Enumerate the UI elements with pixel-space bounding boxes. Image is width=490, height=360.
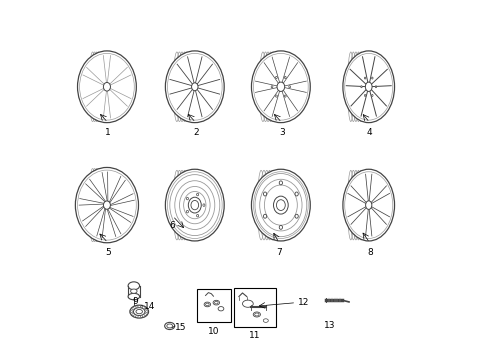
Text: 6: 6: [170, 221, 175, 230]
Ellipse shape: [166, 169, 224, 241]
Ellipse shape: [136, 306, 138, 308]
Text: 7: 7: [276, 248, 282, 257]
Ellipse shape: [361, 86, 362, 88]
Ellipse shape: [295, 192, 298, 196]
Ellipse shape: [255, 313, 259, 316]
Text: 9: 9: [133, 297, 139, 306]
Ellipse shape: [276, 200, 285, 211]
Text: 3: 3: [279, 128, 285, 137]
Ellipse shape: [191, 201, 198, 210]
Ellipse shape: [343, 169, 394, 241]
Ellipse shape: [165, 322, 175, 329]
Text: 12: 12: [298, 298, 310, 307]
Ellipse shape: [192, 83, 198, 91]
Ellipse shape: [203, 204, 205, 206]
Ellipse shape: [275, 76, 277, 78]
Ellipse shape: [132, 308, 134, 310]
Ellipse shape: [132, 314, 134, 315]
Ellipse shape: [253, 312, 260, 317]
Ellipse shape: [273, 196, 288, 214]
Ellipse shape: [186, 197, 189, 200]
Ellipse shape: [295, 214, 298, 218]
Ellipse shape: [196, 215, 198, 217]
Ellipse shape: [128, 293, 140, 300]
Ellipse shape: [103, 201, 110, 209]
Ellipse shape: [264, 214, 267, 218]
Ellipse shape: [140, 306, 143, 308]
Ellipse shape: [103, 82, 110, 91]
Text: 5: 5: [105, 248, 111, 257]
Text: 4: 4: [367, 128, 372, 137]
Ellipse shape: [131, 289, 137, 293]
Ellipse shape: [204, 302, 211, 307]
Ellipse shape: [77, 51, 136, 123]
Text: 10: 10: [208, 327, 220, 336]
Text: 14: 14: [144, 302, 155, 311]
Ellipse shape: [136, 315, 138, 317]
Ellipse shape: [133, 308, 145, 316]
Text: 2: 2: [193, 128, 198, 137]
Ellipse shape: [365, 94, 366, 96]
Ellipse shape: [243, 300, 253, 307]
Text: 15: 15: [175, 323, 187, 332]
Ellipse shape: [284, 76, 286, 78]
Ellipse shape: [251, 169, 310, 241]
Ellipse shape: [205, 303, 209, 306]
Ellipse shape: [218, 307, 224, 311]
Ellipse shape: [365, 77, 366, 79]
Ellipse shape: [366, 201, 372, 210]
Ellipse shape: [279, 225, 282, 229]
Ellipse shape: [279, 181, 282, 185]
Ellipse shape: [130, 311, 133, 312]
Ellipse shape: [366, 82, 372, 91]
Ellipse shape: [371, 77, 373, 79]
Ellipse shape: [128, 282, 140, 290]
Ellipse shape: [251, 51, 310, 123]
Ellipse shape: [215, 301, 218, 304]
Ellipse shape: [167, 324, 172, 328]
Ellipse shape: [275, 95, 277, 97]
Ellipse shape: [75, 167, 139, 243]
Ellipse shape: [289, 86, 291, 88]
Ellipse shape: [140, 315, 143, 317]
Ellipse shape: [375, 86, 377, 88]
Ellipse shape: [343, 51, 394, 123]
Text: 11: 11: [249, 331, 260, 340]
Ellipse shape: [271, 86, 273, 88]
Ellipse shape: [146, 311, 148, 312]
Text: 1: 1: [105, 128, 111, 137]
Ellipse shape: [263, 319, 269, 322]
Ellipse shape: [371, 94, 373, 96]
Text: 13: 13: [323, 320, 335, 329]
Bar: [234, 288, 276, 327]
Ellipse shape: [144, 314, 147, 315]
Ellipse shape: [196, 193, 198, 196]
Ellipse shape: [166, 51, 224, 123]
Ellipse shape: [188, 197, 201, 213]
Ellipse shape: [277, 82, 285, 91]
Ellipse shape: [144, 308, 147, 310]
Ellipse shape: [264, 192, 267, 196]
Text: 8: 8: [367, 248, 373, 257]
Ellipse shape: [186, 210, 189, 213]
Ellipse shape: [136, 310, 143, 314]
Ellipse shape: [284, 95, 286, 97]
Ellipse shape: [130, 305, 148, 318]
Bar: [196, 289, 231, 322]
Ellipse shape: [213, 300, 220, 305]
